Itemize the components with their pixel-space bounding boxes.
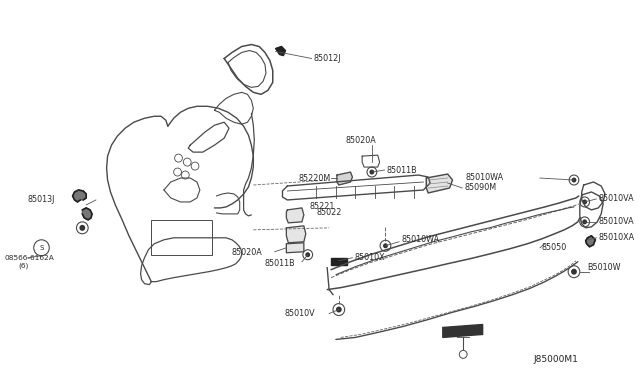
Text: J85000M1: J85000M1 xyxy=(533,355,578,364)
Circle shape xyxy=(571,269,577,275)
Circle shape xyxy=(582,219,587,224)
Circle shape xyxy=(572,177,577,183)
Polygon shape xyxy=(426,174,452,193)
Text: 85010VA: 85010VA xyxy=(598,195,634,203)
Circle shape xyxy=(383,243,388,248)
Circle shape xyxy=(336,307,342,312)
Text: 85011B: 85011B xyxy=(265,259,296,268)
Polygon shape xyxy=(286,226,306,243)
Bar xyxy=(151,220,212,255)
Text: 85010WA: 85010WA xyxy=(465,173,503,182)
Text: 85022: 85022 xyxy=(317,208,342,217)
Polygon shape xyxy=(286,243,304,253)
Text: 85010V: 85010V xyxy=(284,309,315,318)
Text: 85221: 85221 xyxy=(310,202,335,211)
Polygon shape xyxy=(72,190,86,202)
Polygon shape xyxy=(331,258,347,265)
Text: 85010X: 85010X xyxy=(355,253,385,262)
Polygon shape xyxy=(83,208,92,220)
Circle shape xyxy=(79,225,85,231)
Polygon shape xyxy=(286,208,304,223)
Text: 85012J: 85012J xyxy=(314,54,341,63)
Text: 85020A: 85020A xyxy=(232,248,262,257)
Text: 85011B: 85011B xyxy=(387,166,417,174)
Polygon shape xyxy=(443,324,483,337)
Text: 08566-6162A: 08566-6162A xyxy=(4,255,54,261)
Text: (6): (6) xyxy=(18,263,29,269)
Circle shape xyxy=(369,170,374,174)
Text: B5010W: B5010W xyxy=(588,263,621,272)
Text: 85013J: 85013J xyxy=(28,195,55,205)
Text: 85020A: 85020A xyxy=(346,136,376,145)
Text: S: S xyxy=(39,245,44,251)
Text: 85220M: 85220M xyxy=(298,173,330,183)
Text: 85050: 85050 xyxy=(542,243,567,252)
Text: 85010XA: 85010XA xyxy=(598,233,634,242)
Polygon shape xyxy=(276,46,285,55)
Text: 85090M: 85090M xyxy=(464,183,496,192)
Polygon shape xyxy=(586,236,595,247)
Polygon shape xyxy=(337,172,353,185)
Text: 85010WA: 85010WA xyxy=(401,235,439,244)
Circle shape xyxy=(305,252,310,257)
Circle shape xyxy=(582,199,587,205)
Text: 85010VA: 85010VA xyxy=(598,217,634,227)
